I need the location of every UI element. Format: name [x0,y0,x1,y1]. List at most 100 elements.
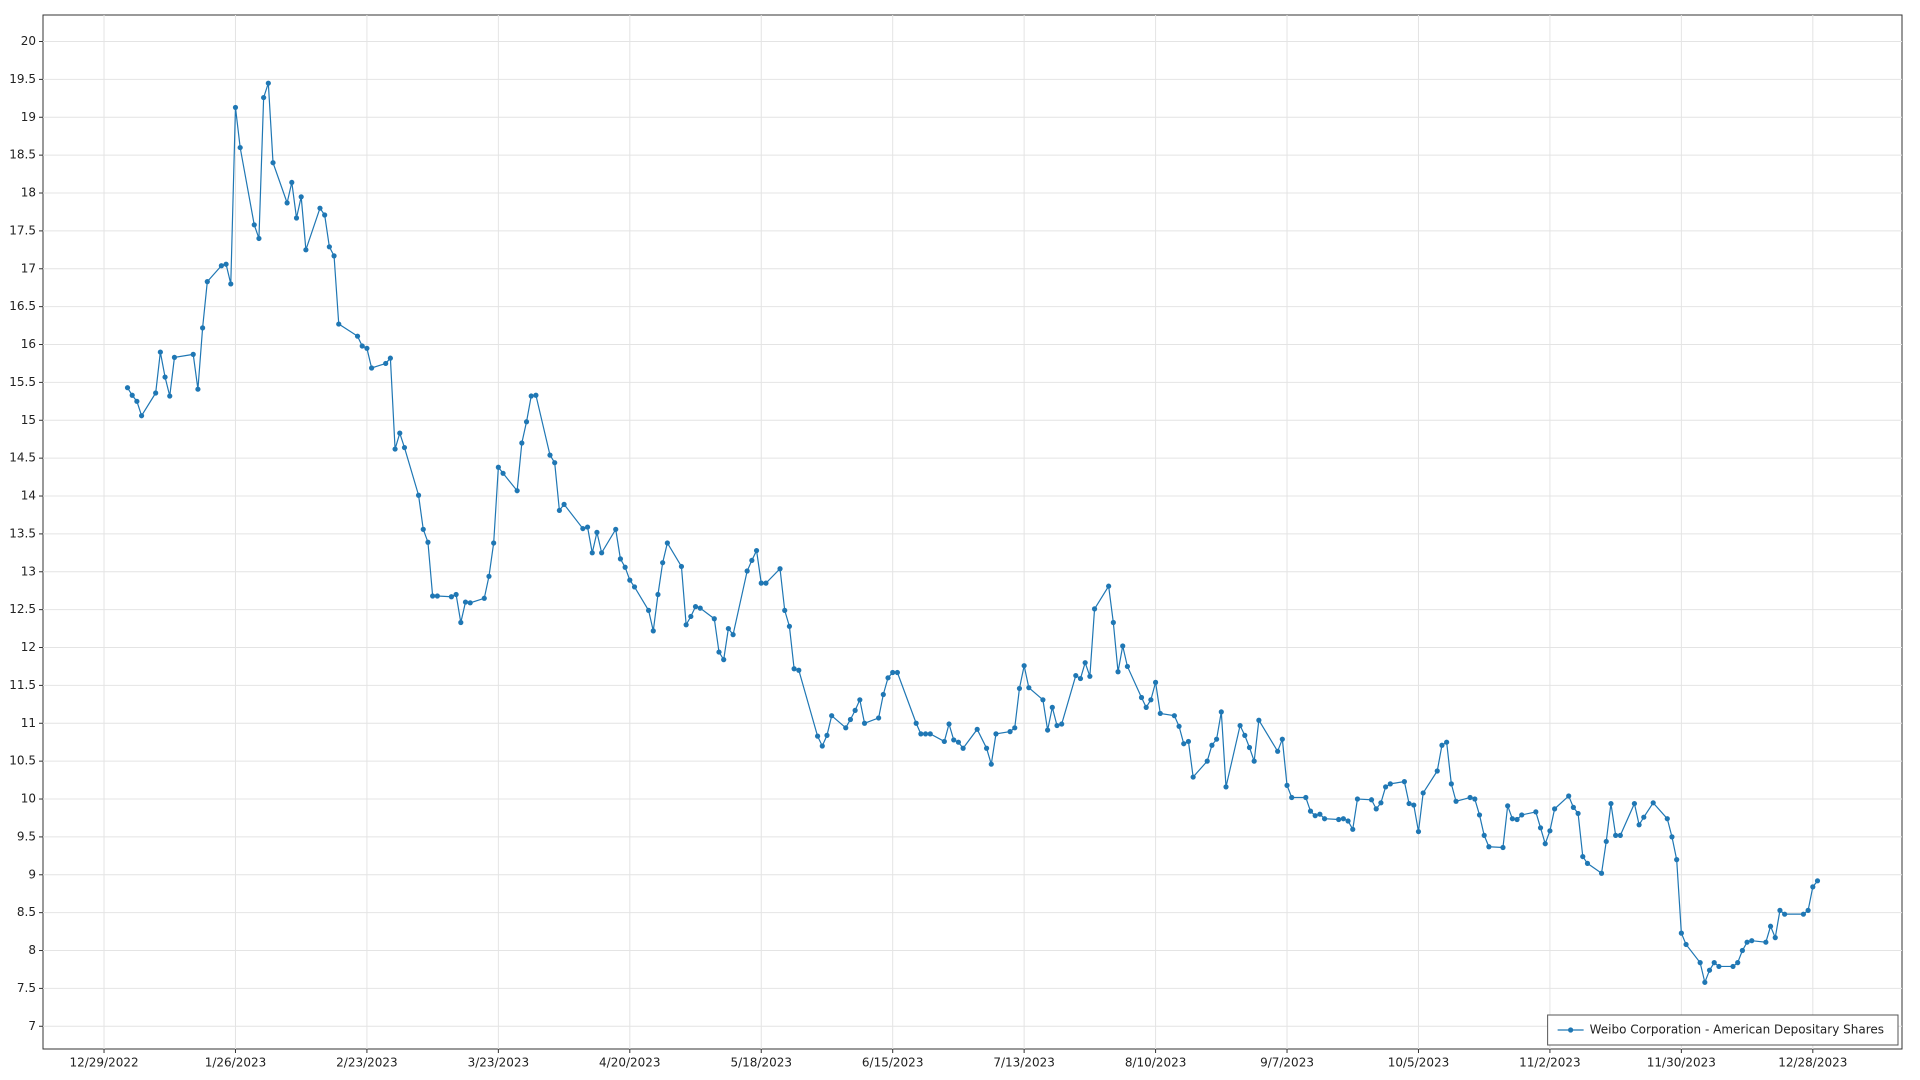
data-point [157,349,163,355]
data-point [1171,713,1177,719]
y-tick-label: 14 [21,489,36,503]
x-tick-label: 12/28/2023 [1778,1056,1847,1070]
data-point [1782,911,1788,917]
data-point [758,580,764,586]
data-point [880,691,886,698]
data-point [519,440,525,446]
data-point [383,360,389,367]
data-point [852,707,858,713]
data-point [1575,810,1581,817]
x-tick-label: 12/29/2022 [69,1056,138,1070]
data-point [153,390,159,396]
data-point [1650,800,1656,806]
y-tick-label: 18.5 [9,148,36,162]
data-point [1805,907,1811,913]
y-tick-label: 15.5 [9,375,36,389]
data-point [1120,643,1126,649]
data-point [1735,960,1741,966]
data-point [552,460,558,466]
data-point [129,392,135,398]
data-point [1026,685,1032,691]
x-tick-label: 11/2/2023 [1519,1056,1581,1070]
data-point [1411,802,1417,808]
data-point [448,594,455,600]
data-point [1420,790,1426,796]
data-point [1059,721,1065,727]
x-tick-label: 3/23/2023 [468,1056,530,1070]
y-tick-label: 19.5 [9,72,36,86]
data-point [922,731,929,737]
data-point [786,623,793,629]
data-point [1040,697,1046,703]
y-tick-label: 15 [21,413,36,427]
data-point [223,261,229,267]
data-point [1256,717,1262,723]
legend-marker [1568,1027,1574,1033]
data-point [791,666,797,672]
legend-label: Weibo Corporation - American Depositary … [1590,1023,1884,1037]
data-point [974,726,980,732]
data-point [1777,907,1783,913]
data-point [1570,804,1576,810]
data-point [359,343,365,349]
data-point [927,731,933,737]
y-tick-label: 8 [28,943,36,957]
data-point [218,263,224,269]
data-point [1814,878,1821,884]
data-point [430,593,436,599]
x-tick-label: 4/20/2023 [599,1056,661,1070]
data-point [547,452,553,458]
data-point [631,584,638,590]
data-point [514,488,520,494]
y-tick-label: 9.5 [17,829,36,843]
data-point [1284,782,1290,788]
data-point [829,713,835,719]
data-point [284,200,290,206]
data-point [1711,960,1717,966]
data-point [1082,660,1088,666]
x-tick-label: 7/13/2023 [993,1056,1055,1070]
data-point [1049,704,1055,710]
data-point [462,599,469,605]
data-point [495,464,501,470]
data-point [1519,812,1525,818]
data-point [486,573,492,579]
data-point [1444,739,1450,745]
data-point [1702,979,1708,985]
data-point [491,540,497,546]
data-point [1664,816,1670,822]
data-point [824,732,830,738]
data-point [1204,758,1210,764]
data-point [1533,809,1539,815]
data-point [721,657,727,663]
data-point [1500,844,1506,851]
data-point [688,613,694,620]
data-point [467,600,473,606]
data-point [678,563,685,570]
data-point [1138,694,1145,701]
data-point [1552,806,1558,812]
data-point [392,446,398,452]
data-point [1439,742,1445,748]
data-point [1045,727,1051,733]
data-point [1124,663,1131,670]
data-point [354,333,361,339]
data-point [697,605,703,611]
data-point [481,595,487,601]
y-tick-label: 20 [21,34,36,48]
data-point [894,669,900,676]
data-point [232,104,239,111]
data-point [1077,675,1084,682]
data-point [124,385,131,391]
y-tick-label: 18 [21,186,36,200]
data-point [1087,673,1093,679]
data-point [960,745,966,751]
data-point [796,667,802,673]
data-point [397,430,403,436]
data-point [1434,768,1440,774]
data-point [1387,781,1393,787]
data-point [650,628,656,634]
y-tick-label: 7.5 [17,981,36,995]
data-point [617,556,624,562]
